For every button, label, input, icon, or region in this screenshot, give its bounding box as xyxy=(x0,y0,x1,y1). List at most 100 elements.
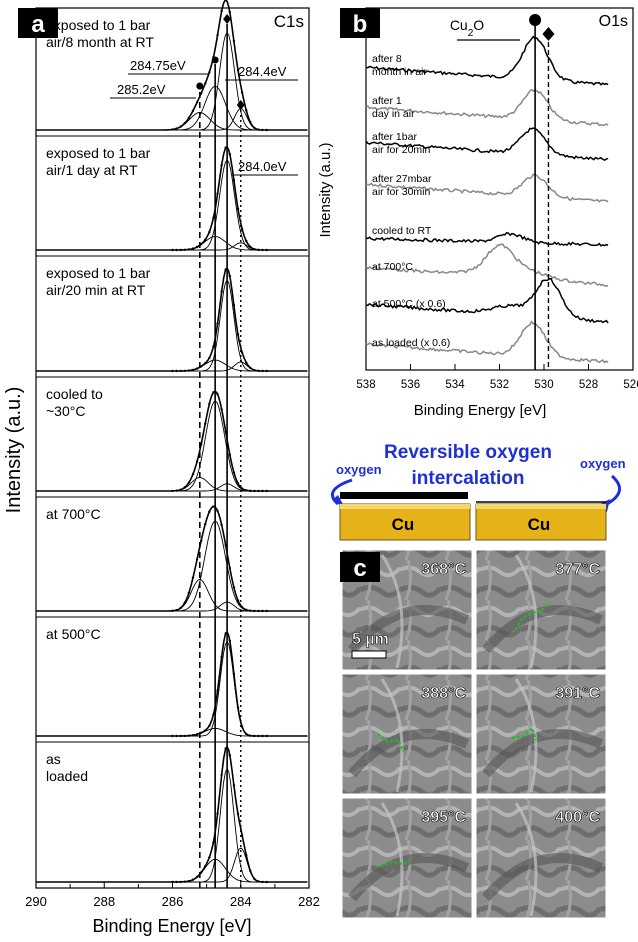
data-point xyxy=(175,127,178,130)
o1s-spectrum-curve xyxy=(365,35,609,86)
panel-a-x-ticks: 290 288 286 284 282 xyxy=(25,882,320,909)
sem-texture xyxy=(348,729,470,778)
data-point xyxy=(195,101,199,104)
data-point xyxy=(236,68,240,72)
temperature-label: 377°C xyxy=(555,561,600,578)
panel-c-letter-box xyxy=(340,552,380,582)
data-point xyxy=(191,576,195,579)
spectrum-label: at 500°C xyxy=(46,626,101,642)
data-point xyxy=(236,333,240,336)
data-point xyxy=(179,125,182,128)
x-tick-label: 538 xyxy=(356,379,375,391)
peak-label-285-2: 285.2eV xyxy=(117,82,166,97)
panel-c: 368°C 377°C 388°C 391°C 395°C 400°C c 5 µm xyxy=(340,549,607,919)
x-tick-label: 534 xyxy=(445,379,465,391)
data-point xyxy=(216,192,219,195)
data-point xyxy=(175,369,178,373)
o1s-spectrum-label: air for 20min xyxy=(372,144,431,156)
x-tick-label: 282 xyxy=(298,894,320,909)
data-point xyxy=(208,402,211,406)
spectrum-label: cooled to xyxy=(46,386,103,402)
data-point xyxy=(232,586,236,589)
data-point xyxy=(175,734,178,738)
sem-texture xyxy=(348,853,470,902)
fit-component-curve xyxy=(36,477,308,492)
data-point xyxy=(236,599,240,602)
data-point xyxy=(220,408,223,411)
panel-c-letter: c xyxy=(353,555,366,582)
cu-block-right xyxy=(475,503,607,541)
spectrum-envelope-curve xyxy=(36,505,308,612)
data-point xyxy=(175,608,178,612)
spectrum-label: ~30°C xyxy=(46,403,85,419)
panel-b: b O1s Intensity (a.u.) Binding Energy [e… xyxy=(317,7,638,419)
oxygen-label-left: oxygen xyxy=(336,462,382,477)
data-point xyxy=(249,734,252,737)
cu-block-left xyxy=(339,503,471,541)
spectrum-label: loaded xyxy=(46,768,88,784)
data-point xyxy=(257,734,260,738)
data-point xyxy=(183,486,186,489)
data-point xyxy=(240,91,244,94)
data-point xyxy=(220,523,223,527)
data-point xyxy=(220,163,223,167)
peak-marker xyxy=(223,14,232,24)
data-point xyxy=(249,245,252,249)
data-point xyxy=(232,39,236,43)
intercalation-front-trace xyxy=(511,726,537,741)
data-point xyxy=(187,591,191,594)
cu-block-left-shade xyxy=(340,504,470,509)
data-point xyxy=(228,639,232,643)
data-point xyxy=(220,9,223,13)
data-point xyxy=(228,152,232,156)
data-point xyxy=(179,734,182,738)
data-point xyxy=(220,290,223,293)
o1s-spectrum-curve xyxy=(366,277,609,324)
sem-texture xyxy=(482,853,604,902)
temperature-label: 391°C xyxy=(555,685,600,702)
cu-block-right-shade xyxy=(476,504,606,509)
fit-component-curve xyxy=(36,858,308,883)
data-point xyxy=(171,128,174,131)
data-point xyxy=(232,672,236,676)
panel-b-x-axis-label: Binding Energy [eV] xyxy=(414,402,547,419)
data-point xyxy=(228,11,232,14)
oxygen-label-right: oxygen xyxy=(580,456,626,471)
spectrum-label: as xyxy=(46,751,61,767)
o1s-spectrum-curve xyxy=(365,231,609,247)
x-tick-label: 530 xyxy=(534,379,553,391)
data-point xyxy=(179,248,182,252)
data-point xyxy=(261,489,264,493)
panel-a-y-axis-label: Intensity (a.u.) xyxy=(3,387,25,514)
peak-marker xyxy=(529,14,542,26)
data-point xyxy=(257,489,260,493)
schematic-title-line1: Reversible oxygen xyxy=(384,442,552,463)
temperature-label: 388°C xyxy=(421,685,466,702)
data-point xyxy=(236,207,240,211)
data-point xyxy=(212,216,215,219)
fit-component-curve xyxy=(36,767,308,883)
panel-a-core-level: C1s xyxy=(274,12,304,31)
data-point xyxy=(232,471,236,474)
data-point xyxy=(236,482,240,485)
o1s-spectrum-label: day in air xyxy=(372,108,415,120)
data-point xyxy=(232,304,236,307)
data-point xyxy=(236,812,240,816)
spectrum-label: exposed to 1 bar xyxy=(46,145,151,161)
o1s-spectrum-curve xyxy=(365,243,609,287)
data-point xyxy=(179,880,182,884)
data-point xyxy=(171,369,174,373)
data-point xyxy=(228,754,232,757)
intercalation-front-trace xyxy=(379,859,411,867)
x-tick-label: 288 xyxy=(93,894,115,909)
data-point xyxy=(249,366,252,370)
data-point xyxy=(265,369,268,373)
data-point xyxy=(183,880,186,883)
scale-bar xyxy=(351,650,387,659)
panel-a: a C1s Intensity (a.u.) Binding Energy [e… xyxy=(3,0,320,936)
data-point xyxy=(191,368,195,372)
sem-texture xyxy=(514,554,538,669)
data-point xyxy=(253,126,256,130)
fit-component-curve xyxy=(36,85,308,131)
